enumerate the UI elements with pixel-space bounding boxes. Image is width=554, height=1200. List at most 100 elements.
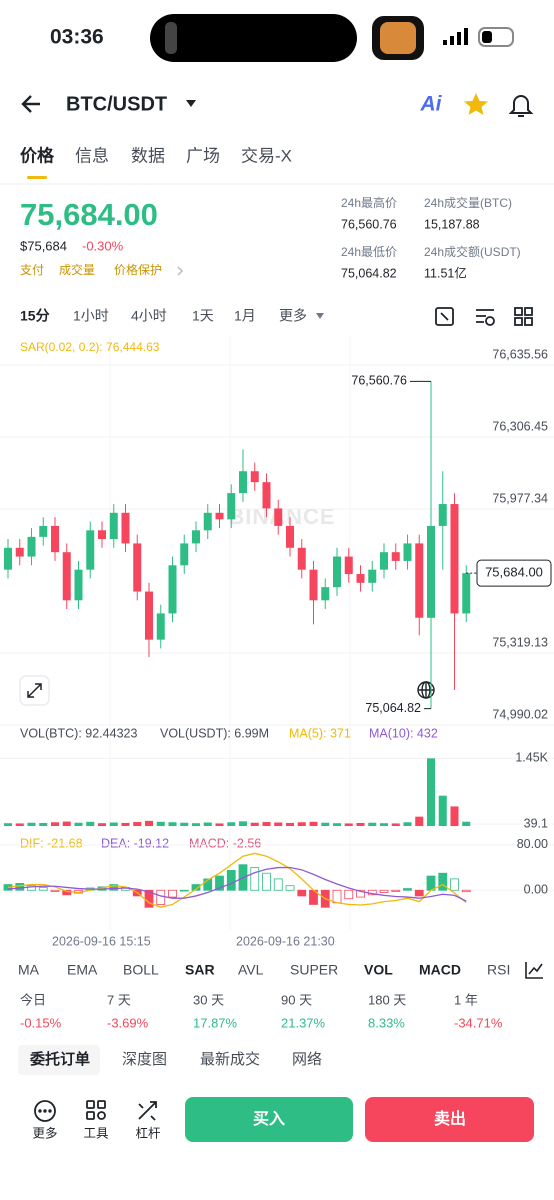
indicator-tab[interactable]: MA xyxy=(18,962,40,978)
indicator-tab[interactable]: VOL xyxy=(364,962,393,978)
last-price: 75,684.00 xyxy=(20,197,158,232)
globe-button[interactable] xyxy=(417,681,435,699)
timeframe[interactable]: 15分 xyxy=(20,308,50,324)
ticker-link[interactable]: 支付 xyxy=(20,263,44,277)
volume-bar xyxy=(309,821,318,826)
action-label[interactable]: 工具 xyxy=(83,1126,109,1140)
period-change: -3.69% xyxy=(107,1015,149,1030)
volume-bar xyxy=(62,821,71,826)
candle-body xyxy=(86,530,95,570)
more-dropdown[interactable] xyxy=(316,313,324,319)
y-tick-label: 75,319.13 xyxy=(492,635,548,649)
candle-body xyxy=(203,512,212,531)
fullscreen-button[interactable] xyxy=(19,675,50,706)
order-tab[interactable]: 最新成交 xyxy=(200,1050,260,1068)
order-tab[interactable]: 委托订单 xyxy=(30,1050,90,1068)
volume-bar xyxy=(438,795,447,826)
notification-button[interactable] xyxy=(508,95,534,117)
ai-button[interactable]: Ai xyxy=(420,93,443,116)
tab[interactable]: 数据 xyxy=(131,146,165,165)
indicator-tab[interactable]: MACD xyxy=(419,962,461,978)
last-price-box xyxy=(476,559,552,587)
action-label[interactable]: 更多 xyxy=(32,1126,57,1140)
chart-settings[interactable] xyxy=(525,962,543,979)
macd-bar xyxy=(250,867,260,891)
candle-body xyxy=(250,471,259,483)
candle-body xyxy=(344,556,353,575)
period-name: 30 天 xyxy=(193,992,224,1007)
order-tab[interactable]: 深度图 xyxy=(122,1051,167,1068)
candle-body xyxy=(415,543,424,618)
tab[interactable]: 交易-X xyxy=(241,146,292,165)
macd-bar xyxy=(450,878,459,891)
tab-underline xyxy=(27,176,47,179)
volume-bar xyxy=(427,758,435,826)
action-icons[interactable] xyxy=(34,1100,157,1122)
back-button[interactable] xyxy=(21,95,40,113)
volume-bar xyxy=(168,822,177,826)
timeframe[interactable]: 4小时 xyxy=(131,308,167,324)
timeframe[interactable]: 1天 xyxy=(192,308,214,324)
indicator-tab[interactable]: RSI xyxy=(487,962,510,978)
ticker-link[interactable]: 价格保护 xyxy=(114,262,162,277)
volume-bar xyxy=(239,821,247,826)
candle-body xyxy=(403,543,412,561)
candle-body xyxy=(227,493,236,520)
sell-button[interactable] xyxy=(365,1097,534,1142)
macd-bar xyxy=(156,889,166,905)
indicator-tab[interactable]: SAR xyxy=(185,962,215,978)
app-badge-icon xyxy=(380,22,416,54)
volume-bar xyxy=(133,822,142,826)
period-name: 7 天 xyxy=(107,992,131,1007)
pair-title[interactable]: BTC/USDT xyxy=(66,93,167,115)
dif-line xyxy=(7,852,467,908)
indicator-label: SAR(0.02, 0.2): 76,444.63 xyxy=(20,340,160,354)
battery-level xyxy=(482,31,492,43)
timeframe[interactable]: 更多 xyxy=(279,308,307,324)
volume-bar xyxy=(4,823,12,826)
action-label[interactable]: 杠杆 xyxy=(135,1125,161,1140)
sell-label[interactable]: 卖出 xyxy=(434,1109,466,1128)
candle-body xyxy=(156,613,165,640)
candle-body xyxy=(15,547,24,557)
candle-body xyxy=(74,569,83,601)
tab[interactable]: 价格 xyxy=(20,145,55,165)
chart-tools[interactable] xyxy=(435,307,533,326)
tab[interactable]: 广场 xyxy=(186,146,220,165)
indicator-tab[interactable]: EMA xyxy=(67,962,98,978)
period-name: 1 年 xyxy=(454,992,478,1007)
timeframe[interactable]: 1月 xyxy=(234,308,256,324)
tab[interactable]: 信息 xyxy=(75,146,109,165)
candle-body xyxy=(27,536,36,557)
order-tab[interactable]: 网络 xyxy=(292,1051,322,1068)
indicator-tab[interactable]: AVL xyxy=(238,962,264,978)
macd-bar xyxy=(27,885,36,891)
candle-body xyxy=(286,525,294,548)
volume-bar xyxy=(450,806,459,826)
candle-body xyxy=(368,569,377,583)
macd-bar xyxy=(426,875,436,891)
macd-bar xyxy=(179,889,189,892)
macd-bar xyxy=(191,884,201,891)
volume-bar xyxy=(274,822,283,826)
stat-value: 76,560.76 xyxy=(341,217,397,231)
candle-body xyxy=(427,525,435,618)
buy-button[interactable] xyxy=(185,1097,353,1142)
timeframe[interactable]: 1小时 xyxy=(73,308,109,324)
y-tick-label: 75,977.34 xyxy=(492,491,548,505)
stat-value: 15,187.88 xyxy=(424,217,480,231)
period-name: 90 天 xyxy=(281,992,312,1007)
indicator-tab[interactable]: SUPER xyxy=(290,962,338,978)
macd-legend: MACD: -2.56 xyxy=(189,836,261,850)
buy-label[interactable]: 买入 xyxy=(253,1110,285,1128)
pair-dropdown[interactable] xyxy=(186,100,196,107)
candle-body xyxy=(438,504,447,526)
volume-bar xyxy=(250,822,259,826)
favorite-button[interactable] xyxy=(464,93,488,115)
indicator-tab[interactable]: BOLL xyxy=(123,962,159,978)
volume-bar xyxy=(215,823,224,826)
volume-bar xyxy=(98,823,106,826)
stat-value: 75,064.82 xyxy=(341,266,397,280)
dea-line xyxy=(7,866,467,902)
ticker-link[interactable]: 成交量 xyxy=(59,262,95,277)
